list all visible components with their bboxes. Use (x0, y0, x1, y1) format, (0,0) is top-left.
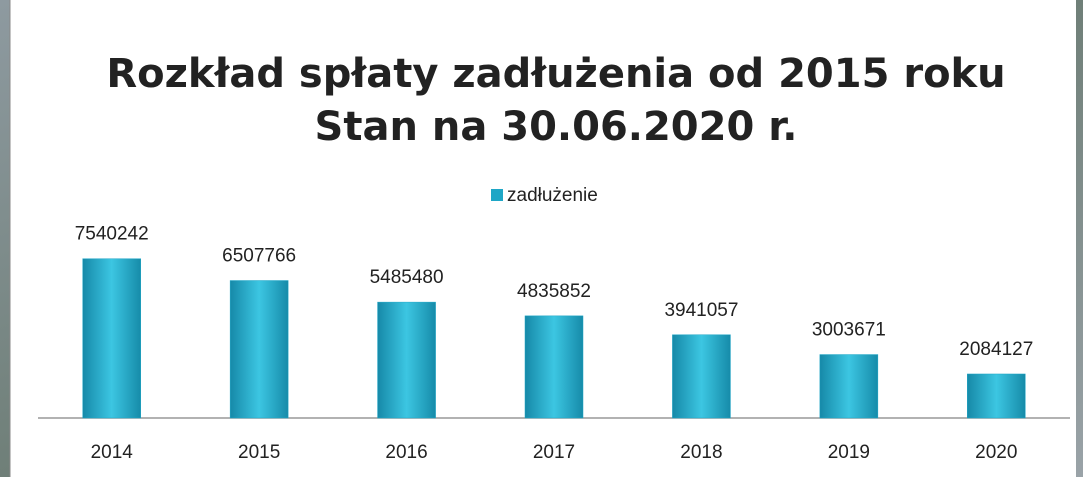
x-tick-label: 2017 (533, 442, 575, 463)
x-tick-label: 2016 (385, 442, 427, 463)
bar (82, 258, 141, 419)
legend-swatch (491, 189, 503, 201)
bar (819, 354, 879, 419)
bar (229, 280, 289, 419)
x-tick-label: 2020 (975, 442, 1017, 463)
x-tick-label: 2014 (91, 442, 134, 463)
data-label: 6507766 (222, 246, 296, 267)
data-label: 7540242 (75, 224, 149, 245)
data-label: 3003671 (812, 320, 886, 341)
bar (524, 315, 584, 419)
x-tick-label: 2015 (238, 442, 280, 463)
chart-title: Rozkład spłaty zadłużenia od 2015 roku (106, 51, 1005, 97)
x-tick-label: 2018 (680, 442, 722, 463)
bar (672, 334, 731, 419)
bar (377, 301, 436, 419)
data-label: 2084127 (959, 339, 1033, 360)
x-tick-label: 2019 (828, 442, 870, 463)
data-label: 3941057 (664, 300, 738, 321)
data-label: 5485480 (370, 267, 444, 288)
chart-subtitle: Stan na 30.06.2020 r. (315, 104, 798, 150)
data-label: 4835852 (517, 281, 591, 302)
bar (967, 373, 1026, 419)
legend-label: zadłużenie (507, 185, 598, 206)
